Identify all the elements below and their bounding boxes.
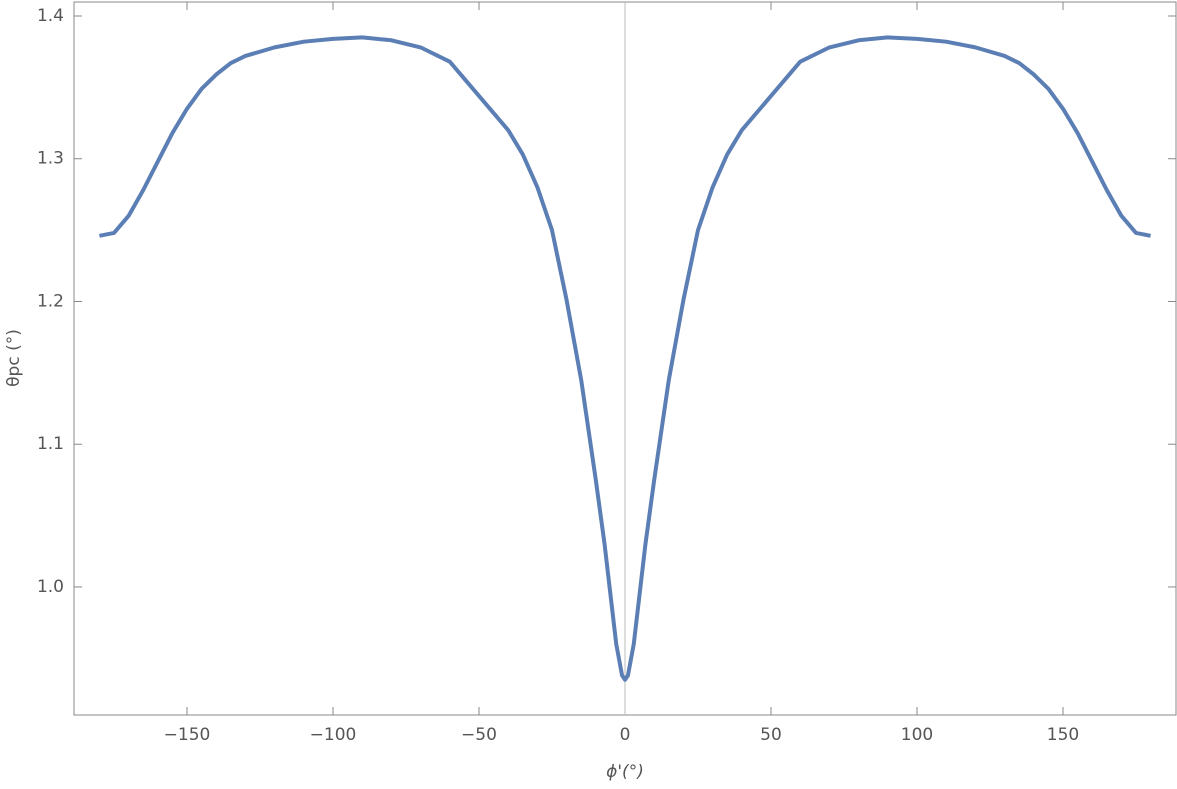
x-tick-label: −50 <box>461 725 497 745</box>
y-tick-label: 1.3 <box>37 149 64 169</box>
x-tick-label: 150 <box>1047 725 1079 745</box>
x-tick-label: −150 <box>164 725 211 745</box>
data-line <box>99 35 1151 682</box>
y-tick-label: 1.4 <box>37 6 64 26</box>
x-tick-label: 0 <box>620 725 631 745</box>
y-axis-label: θpc (°) <box>4 329 24 387</box>
y-tick-label: 1.0 <box>37 577 64 597</box>
x-tick-label: 50 <box>760 725 782 745</box>
x-tick-label: −100 <box>310 725 357 745</box>
x-tick-label: 100 <box>901 725 933 745</box>
x-axis-label: ϕ'(°) <box>606 762 644 782</box>
y-tick-label: 1.1 <box>37 434 64 454</box>
y-tick-label: 1.2 <box>37 291 64 311</box>
